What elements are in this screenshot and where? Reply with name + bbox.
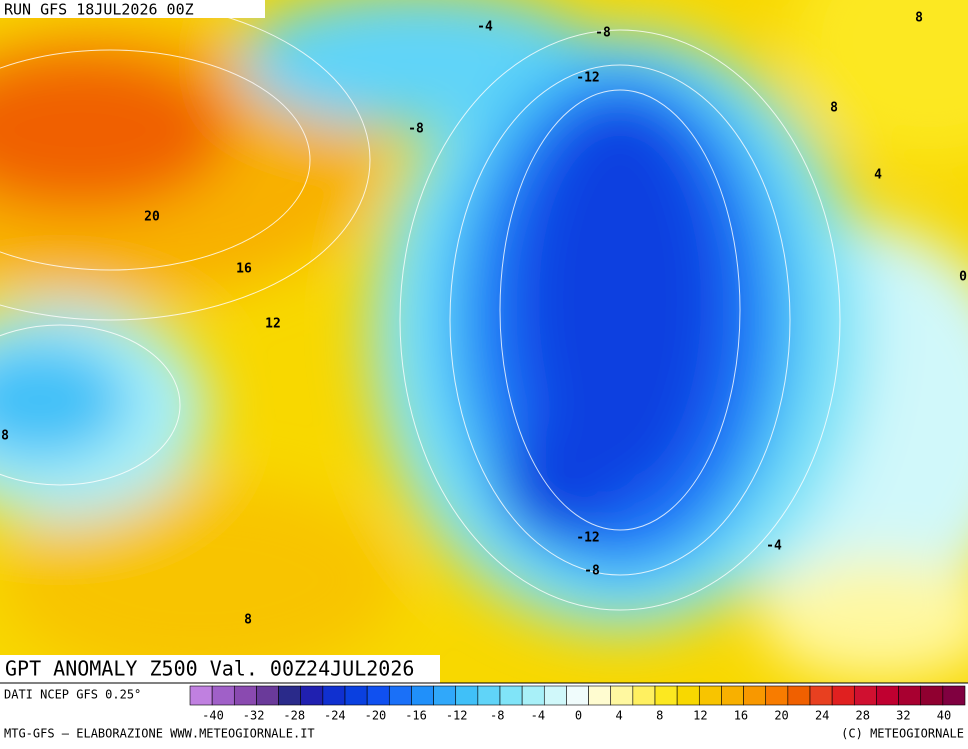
contour-label: -4: [477, 20, 493, 35]
colorbar-tick-label: -20: [365, 709, 387, 723]
map: -4 -8 -12 -8 8 8 4 0 20 16 12 8 -12 -8 -…: [0, 0, 968, 683]
colorbar-cell: [831, 685, 855, 706]
colorbar-cell: [388, 685, 412, 706]
colorbar-cell: [898, 685, 922, 706]
colorbar-cell: [721, 685, 744, 706]
colorbar-cell: [521, 685, 545, 706]
footer-right: (C) METEOGIORNALE: [841, 727, 964, 741]
contour-label: 8: [915, 11, 923, 26]
colorbar-tick-label: 12: [693, 709, 707, 723]
colorbar-tick-label: 20: [774, 709, 788, 723]
colorbar: -40 -32 -28 -24 -20 -16 -12 -8 -4 0 4 8 12 16 20 24 28 32…: [189, 685, 966, 723]
colorbar-cell: [787, 685, 811, 706]
colorbar-cell: [566, 685, 589, 706]
colorbar-tick-label: 28: [856, 709, 870, 723]
colorbar-tick-label: -32: [243, 709, 265, 723]
contour-label: 20: [144, 210, 160, 225]
colorbar-cell: [920, 685, 944, 706]
colorbar-tick-label: 40: [937, 709, 951, 723]
colorbar-tick-label: 24: [815, 709, 829, 723]
colorbar-cell: [455, 685, 479, 706]
colorbar-cell: [809, 685, 833, 706]
contour-label: 8: [1, 429, 9, 444]
anomaly-field: [0, 0, 968, 680]
colorbar-tick-label: -12: [446, 709, 468, 723]
run-label: RUN GFS 18JUL2026 00Z: [4, 1, 194, 19]
colorbar-tick-label: 8: [656, 709, 663, 723]
footer-left: MTG-GFS — ELABORAZIONE WWW.METEOGIORNALE…: [4, 727, 315, 741]
contour-label: 0: [959, 270, 967, 285]
colorbar-cell: [765, 685, 789, 706]
colorbar-cell: [366, 685, 390, 706]
colorbar-cell: [588, 685, 612, 706]
contour-label: 16: [236, 262, 252, 277]
colorbar-cell: [322, 685, 346, 706]
contour-label: -8: [408, 122, 424, 137]
colorbar-cell: [676, 685, 700, 706]
contour-label: 4: [874, 168, 882, 183]
colorbar-cell: [411, 685, 434, 706]
colorbar-tick-label: 32: [896, 709, 910, 723]
title-box: [0, 655, 440, 683]
colorbar-cell: [278, 685, 302, 706]
colorbar-cell: [233, 685, 257, 706]
contour-label: 8: [830, 101, 838, 116]
colorbar-source: DATI NCEP GFS 0.25°: [4, 688, 141, 702]
contour-lines: [0, 0, 841, 611]
colorbar-cell: [189, 685, 213, 706]
colorbar-cell: [632, 685, 656, 706]
colorbar-cell: [853, 685, 877, 706]
contour-label: 8: [244, 613, 252, 628]
colorbar-cell: [344, 685, 368, 706]
contour-label: -8: [584, 564, 600, 579]
colorbar-tick-label: 16: [734, 709, 748, 723]
colorbar-cell: [499, 685, 523, 706]
colorbar-tick-label: -40: [202, 709, 224, 723]
colorbar-cell: [543, 685, 567, 706]
colorbar-cell: [876, 685, 899, 706]
colorbar-cell: [698, 685, 722, 706]
colorbar-cell: [942, 685, 966, 706]
colorbar-tick-label: 4: [615, 709, 622, 723]
colorbar-tick-label: -28: [283, 709, 305, 723]
colorbar-tick-label: -16: [405, 709, 427, 723]
colorbar-cell: [211, 685, 235, 706]
colorbar-cell: [300, 685, 324, 706]
contour-label: -12: [576, 71, 599, 86]
colorbar-cell: [477, 685, 501, 706]
colorbar-tick-label: 0: [575, 709, 582, 723]
run-box: [0, 0, 265, 18]
colorbar-tick-label: -8: [490, 709, 504, 723]
map-title: GPT ANOMALY Z500 Val. 00Z24JUL2026: [5, 657, 414, 681]
colorbar-cell: [743, 685, 767, 706]
colorbar-tick-label: -4: [531, 709, 545, 723]
contour-label: -8: [595, 26, 611, 41]
contour-labels: -4 -8 -12 -8 8 8 4 0 20 16 12 8 -12 -8 -…: [1, 11, 967, 628]
contour-label: -4: [766, 539, 782, 554]
colorbar-tick-label: -24: [324, 709, 346, 723]
colorbar-cell: [654, 685, 678, 706]
colorbar-cell: [433, 685, 457, 706]
contour-label: 12: [265, 317, 281, 332]
contour-label: -12: [576, 531, 599, 546]
colorbar-cell: [610, 685, 634, 706]
colorbar-cell: [256, 685, 279, 706]
